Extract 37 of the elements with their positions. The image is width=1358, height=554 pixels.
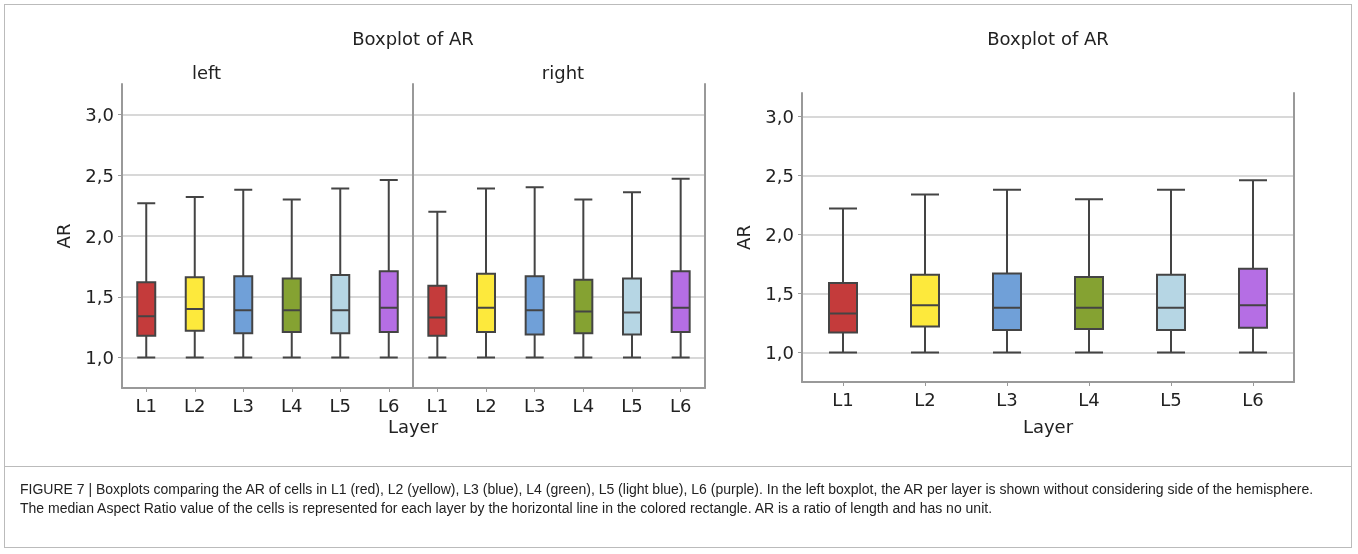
y-tick-label: 1,5	[85, 286, 114, 308]
y-tick-label: 3,0	[85, 103, 114, 125]
x-axis-title: Layer	[386, 416, 440, 437]
y-tick-label: 2,0	[765, 224, 794, 246]
x-tick-label: L1	[426, 394, 449, 416]
y-tick-label: 3,0	[765, 106, 794, 128]
chart-subtitle: right	[541, 61, 585, 83]
x-tick-label: L4	[1078, 388, 1100, 410]
y-tick-label: 1,0	[85, 347, 114, 369]
x-tick-label: L6	[1242, 388, 1264, 410]
x-tick-label: L3	[523, 394, 546, 416]
x-tick-label: L4	[572, 394, 595, 416]
x-axis-title: Layer	[1021, 416, 1075, 437]
x-tick-label: L2	[914, 388, 936, 410]
y-tick-label: 1,0	[765, 342, 794, 364]
x-tick-label: L2	[184, 394, 206, 416]
x-tick-label: L6	[378, 394, 400, 416]
y-tick-label: 2,0	[85, 225, 114, 247]
x-tick-label: L1	[135, 394, 157, 416]
x-tick-label: L1	[832, 388, 854, 410]
x-tick-label: L5	[1160, 388, 1182, 410]
x-tick-label: L2	[475, 394, 497, 416]
caption: FIGURE 7 | Boxplots comparing the AR of cells in L1 (red), L2 (yellow), L3 (blue), L4 (green), L5 (light blue), L6 (purple). In the left boxplot, the AR per layer is shown without considering side of the hemisphere. The median Aspect Ratio value of the cells is represented for each layer by the horizontal line in the colored rectangle. AR is a ratio of length and has no unit.	[20, 480, 1315, 518]
y-tick-label: 2,5	[85, 164, 114, 186]
x-tick-label: L4	[281, 394, 303, 416]
chart-subtitle: left	[191, 61, 222, 83]
x-tick-label: L6	[669, 394, 692, 416]
chart-title: Boxplot of AR	[351, 28, 475, 49]
y-tick-label: 2,5	[765, 165, 794, 187]
y-axis-title: AR	[732, 225, 754, 250]
x-tick-label: L3	[996, 388, 1018, 410]
chart-title: Boxplot of AR	[986, 28, 1110, 49]
y-axis-title: AR	[52, 223, 74, 249]
x-tick-label: L3	[232, 394, 254, 416]
x-tick-label: L5	[621, 394, 643, 416]
y-tick-label: 1,5	[765, 283, 794, 305]
x-tick-label: L5	[329, 394, 351, 416]
